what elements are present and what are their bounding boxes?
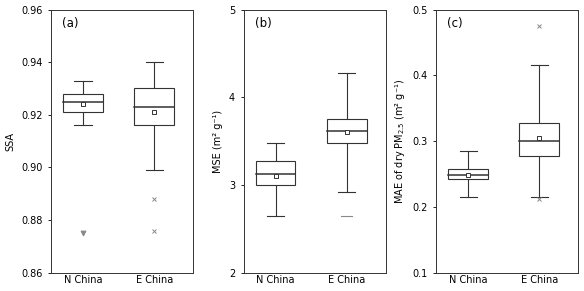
Bar	[63, 94, 103, 112]
Bar	[327, 119, 367, 143]
Bar	[519, 123, 559, 156]
Y-axis label: SSA: SSA	[6, 132, 16, 151]
Text: (b): (b)	[255, 17, 272, 31]
Y-axis label: MSE (m² g⁻¹): MSE (m² g⁻¹)	[213, 109, 223, 173]
Y-axis label: MAE of dry PM$_{2.5}$ (m² g⁻¹): MAE of dry PM$_{2.5}$ (m² g⁻¹)	[393, 79, 407, 204]
Bar	[256, 161, 296, 185]
Bar	[448, 169, 488, 179]
Text: (a): (a)	[62, 17, 79, 31]
Bar	[134, 88, 174, 125]
Text: (c): (c)	[447, 17, 463, 31]
